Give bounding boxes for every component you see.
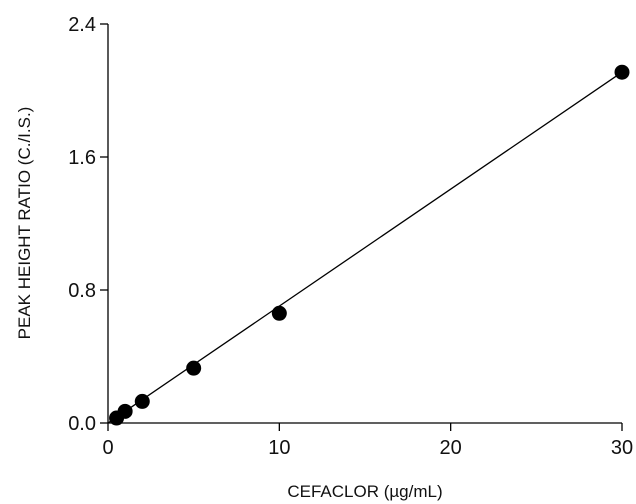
x-tick-label-3: 30 — [611, 437, 633, 459]
data-point-2 — [134, 393, 150, 409]
y-tick-label-2: 1.6 — [68, 147, 96, 169]
y-axis-title: PEAK HEIGHT RATIO (C./I.S.) — [15, 107, 34, 340]
x-axis-ticks: 0 10 20 30 — [102, 423, 633, 459]
x-axis-title: CEFACLOR (µg/mL) — [287, 482, 442, 501]
y-tick-label-1: 0.8 — [68, 280, 96, 302]
data-point-5 — [614, 64, 630, 80]
y-axis-ticks: 0.0 0.8 1.6 2.4 — [68, 14, 108, 435]
regression-line — [107, 71, 623, 424]
data-point-3 — [186, 360, 202, 376]
x-tick-label-2: 20 — [440, 437, 462, 459]
y-tick-label-0: 0.0 — [68, 413, 96, 435]
x-tick-label-1: 10 — [268, 437, 290, 459]
y-tick-label-3: 2.4 — [68, 14, 96, 36]
axes — [107, 24, 622, 424]
x-tick-label-0: 0 — [102, 437, 113, 459]
data-point-4 — [271, 305, 287, 321]
data-point-1 — [117, 403, 133, 419]
data-points — [109, 64, 630, 426]
